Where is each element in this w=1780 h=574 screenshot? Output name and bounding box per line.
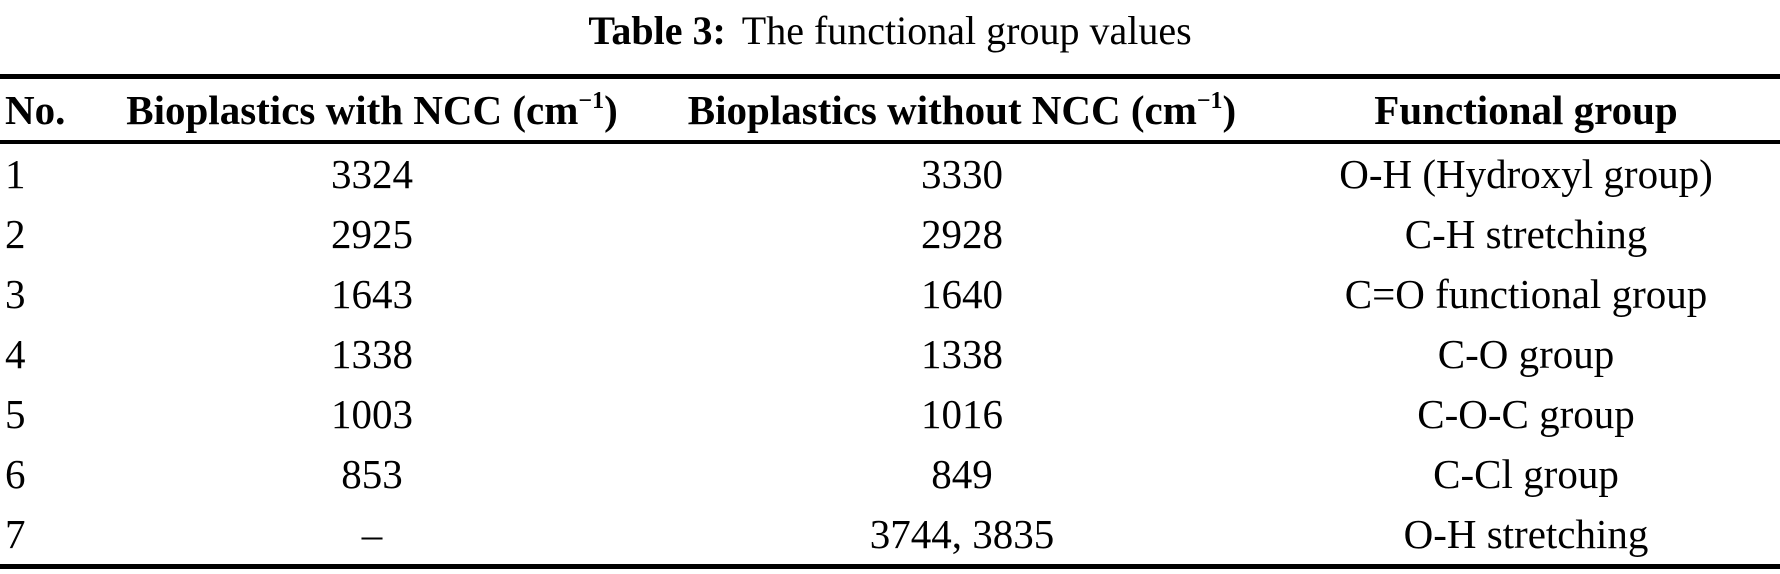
table-header-row: No. Bioplastics with NCC (cm−1) Bioplast… <box>0 76 1780 144</box>
column-header-with-ncc-label: Bioplastics with NCC (cm <box>126 86 579 133</box>
cell-without-ncc: 3744, 3835 <box>869 511 1055 557</box>
cell-functional-group: C-O-C group <box>1417 391 1635 437</box>
cell-with-ncc: 1338 <box>331 331 413 377</box>
cell-functional-group: C=O functional group <box>1344 271 1708 317</box>
cell-without-ncc: 849 <box>931 451 993 497</box>
cell-with-ncc: 853 <box>341 451 403 497</box>
column-header-functional-group: Functional group <box>1272 76 1780 144</box>
superscript-unit: −1 <box>1196 87 1223 114</box>
table-row: 6 853 849 C-Cl group <box>0 444 1780 504</box>
column-header-without-ncc-suffix: ) <box>1222 86 1237 133</box>
superscript-unit: −1 <box>578 87 605 114</box>
column-header-no-label: No. <box>5 86 66 133</box>
cell-with-ncc: 1003 <box>331 391 413 437</box>
column-header-functional-group-label: Functional group <box>1374 86 1678 133</box>
cell-without-ncc: 1016 <box>921 391 1003 437</box>
cell-without-ncc: 3330 <box>921 151 1003 197</box>
table-caption-label: Table 3: <box>588 8 726 53</box>
cell-with-ncc: – <box>361 511 383 557</box>
cell-no: 4 <box>5 331 26 377</box>
table-row: 2 2925 2928 C-H stretching <box>0 204 1780 264</box>
column-header-with-ncc: Bioplastics with NCC (cm−1) <box>92 76 652 144</box>
cell-without-ncc: 1338 <box>921 331 1003 377</box>
cell-without-ncc: 2928 <box>921 211 1003 257</box>
table-row: 5 1003 1016 C-O-C group <box>0 384 1780 444</box>
column-header-without-ncc: Bioplastics without NCC (cm−1) <box>652 76 1272 144</box>
table-caption-text: The functional group values <box>741 8 1192 53</box>
cell-without-ncc: 1640 <box>921 271 1003 317</box>
table-body: 1 3324 3330 O-H (Hydroxyl group) 2 2925 … <box>0 142 1780 567</box>
table-header-row: No. Bioplastics with NCC (cm−1) Bioplast… <box>0 76 1780 144</box>
cell-no: 5 <box>5 391 26 437</box>
table-caption: Table 3: The functional group values <box>0 0 1780 74</box>
column-header-no: No. <box>0 76 92 144</box>
cell-no: 7 <box>5 511 26 557</box>
cell-functional-group: C-O group <box>1437 331 1615 377</box>
cell-functional-group: O-H stretching <box>1403 511 1649 557</box>
cell-no: 2 <box>5 211 26 257</box>
cell-functional-group: O-H (Hydroxyl group) <box>1339 151 1713 197</box>
cell-no: 1 <box>5 151 26 197</box>
cell-with-ncc: 1643 <box>331 271 413 317</box>
column-header-with-ncc-suffix: ) <box>604 86 618 133</box>
cell-no: 3 <box>5 271 26 317</box>
table-row: 1 3324 3330 O-H (Hydroxyl group) <box>0 142 1780 204</box>
cell-with-ncc: 3324 <box>331 151 413 197</box>
table-row: 4 1338 1338 C-O group <box>0 324 1780 384</box>
cell-functional-group: C-Cl group <box>1433 451 1619 497</box>
cell-functional-group: C-H stretching <box>1404 211 1648 257</box>
table-row: 3 1643 1640 C=O functional group <box>0 264 1780 324</box>
column-header-without-ncc-label: Bioplastics without NCC (cm <box>687 86 1197 133</box>
table-row: 7 – 3744, 3835 O-H stretching <box>0 504 1780 567</box>
functional-group-table: No. Bioplastics with NCC (cm−1) Bioplast… <box>0 74 1780 569</box>
cell-with-ncc: 2925 <box>331 211 413 257</box>
cell-no: 6 <box>5 451 26 497</box>
